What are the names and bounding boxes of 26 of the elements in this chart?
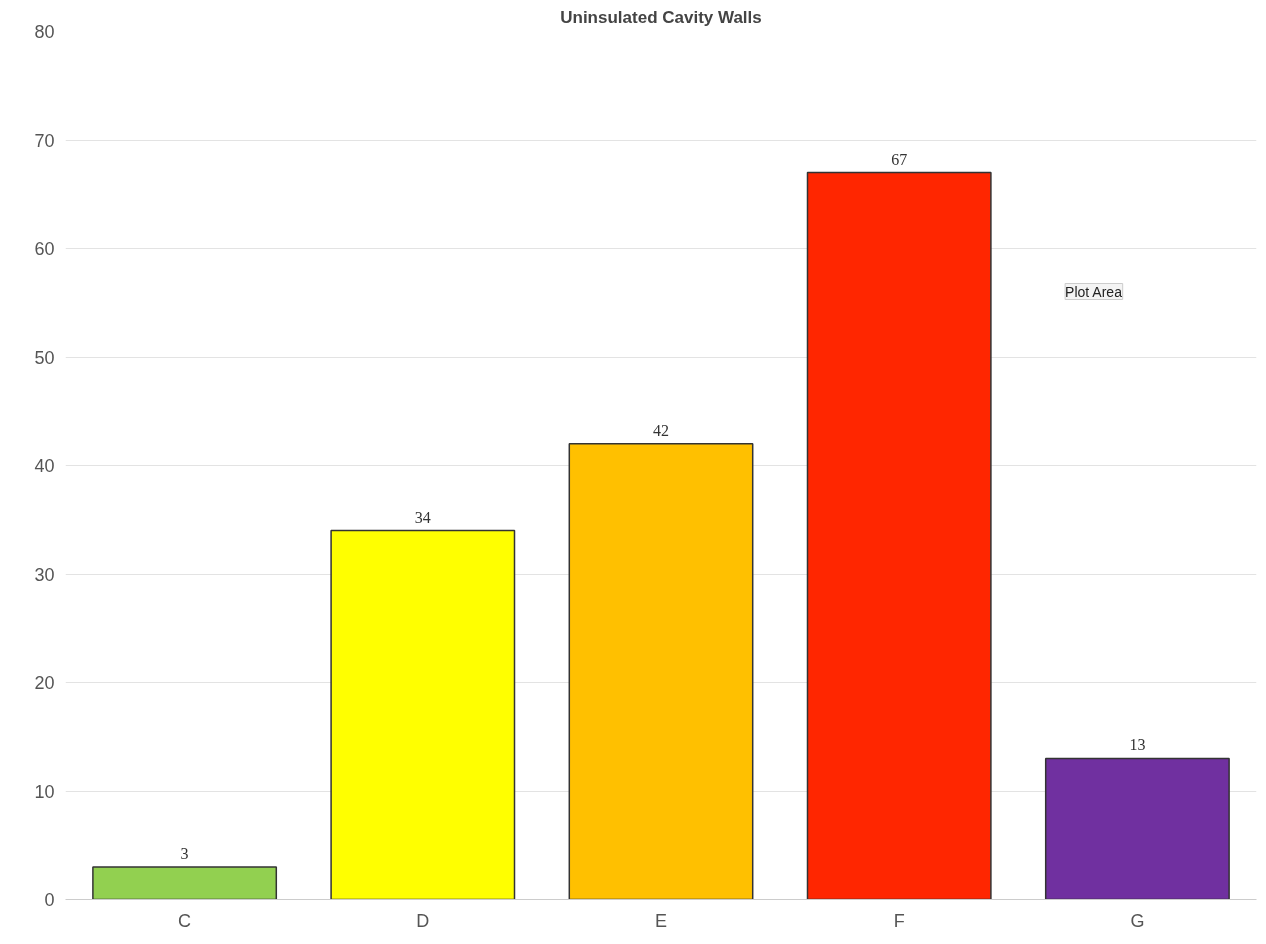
x-tick-label: E [655, 910, 668, 931]
bar [806, 171, 992, 900]
data-label: 42 [653, 421, 669, 439]
data-label: 67 [891, 150, 908, 168]
y-tick-label: 30 [34, 564, 55, 585]
y-tick-label: 20 [34, 673, 55, 693]
x-tick-label: D [416, 910, 430, 931]
y-tick-label: 0 [44, 890, 55, 910]
bar [330, 529, 516, 900]
chart-title: Uninsulated Cavity Walls [560, 7, 762, 27]
bar [1044, 757, 1230, 900]
data-label: 3 [180, 844, 189, 862]
y-tick-label: 80 [34, 22, 55, 42]
y-tick-label: 40 [34, 456, 55, 476]
bar [92, 866, 278, 900]
annotation: Plot Area [1065, 283, 1123, 300]
x-tick-label: G [1130, 910, 1145, 931]
y-tick-label: 60 [34, 239, 55, 259]
data-label: 34 [414, 508, 431, 526]
bar [568, 443, 754, 900]
data-label: 13 [1129, 736, 1146, 754]
y-tick-label: 10 [34, 781, 55, 802]
y-tick-label: 50 [34, 347, 55, 368]
x-tick-label: F [893, 910, 905, 931]
x-tick-label: C [178, 910, 192, 931]
y-tick-label: 70 [34, 130, 55, 151]
